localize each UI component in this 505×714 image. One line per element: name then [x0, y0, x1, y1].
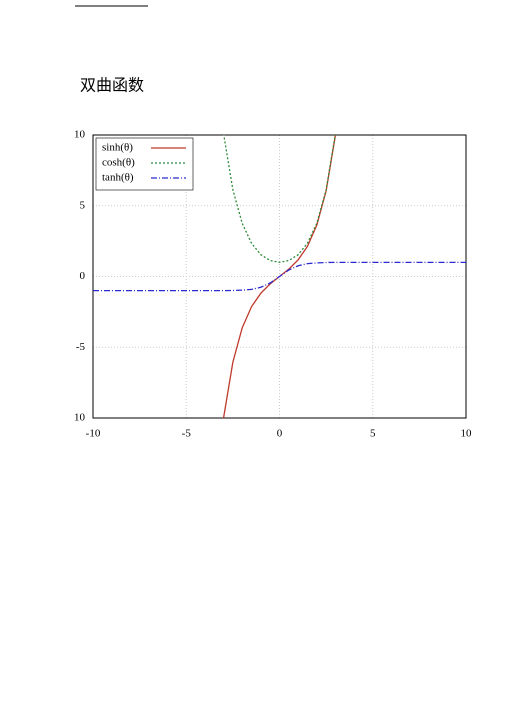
y-tick-label: -5: [76, 341, 86, 353]
x-tick-label: 5: [370, 428, 376, 440]
series-line: [93, 261, 466, 292]
x-tick-label: -10: [86, 428, 101, 440]
series-line: [223, 135, 336, 264]
plot-frame: [92, 134, 467, 419]
legend-box: [95, 137, 194, 191]
x-tick-label: 10: [461, 428, 473, 440]
legend-label: cosh(θ): [102, 157, 135, 169]
legend-label: sinh(θ): [102, 142, 133, 154]
legend-label: tanh(θ): [102, 172, 134, 184]
y-tick-label: 10: [74, 129, 86, 141]
heading: 双曲函数: [80, 77, 144, 95]
x-tick-label: -5: [182, 428, 192, 440]
y-tick-label: 5: [80, 199, 86, 211]
y-tick-label: 0: [80, 270, 86, 282]
y-tick-label: 10: [74, 412, 86, 424]
x-tick-label: 0: [277, 428, 283, 440]
